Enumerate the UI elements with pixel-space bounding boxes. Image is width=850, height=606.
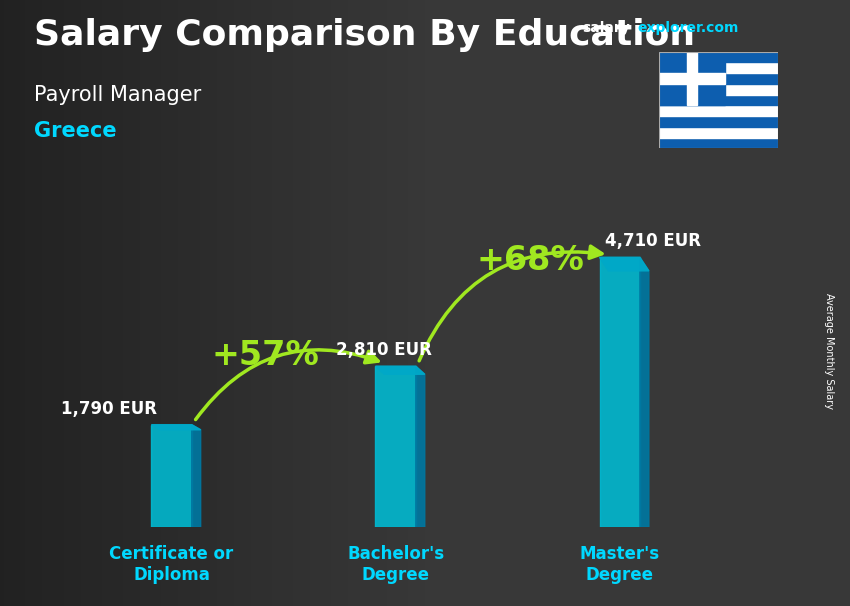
Text: 2,810 EUR: 2,810 EUR: [337, 341, 433, 359]
Text: Bachelor's
Degree: Bachelor's Degree: [347, 545, 445, 584]
Bar: [659, 52, 725, 105]
Text: salary: salary: [582, 21, 630, 35]
Text: Greece: Greece: [34, 121, 116, 141]
Text: Average Monthly Salary: Average Monthly Salary: [824, 293, 834, 410]
Polygon shape: [151, 425, 201, 430]
Polygon shape: [416, 366, 425, 527]
Bar: [151, 425, 192, 527]
Polygon shape: [640, 258, 649, 527]
Bar: [659, 62, 778, 73]
Text: Payroll Manager: Payroll Manager: [34, 85, 201, 105]
Bar: [659, 95, 778, 105]
Bar: [659, 127, 778, 138]
Polygon shape: [376, 366, 425, 375]
Bar: [659, 138, 778, 148]
Text: Master's
Degree: Master's Degree: [580, 545, 660, 584]
Bar: [659, 73, 725, 84]
Text: +57%: +57%: [212, 339, 320, 372]
Bar: [659, 73, 778, 84]
Text: Salary Comparison By Education: Salary Comparison By Education: [34, 18, 695, 52]
Text: +68%: +68%: [476, 244, 584, 277]
Bar: [376, 366, 416, 527]
Text: Certificate or
Diploma: Certificate or Diploma: [110, 545, 234, 584]
Bar: [659, 84, 778, 95]
Bar: [659, 116, 778, 127]
Polygon shape: [192, 425, 201, 527]
Bar: [687, 52, 697, 105]
Text: 4,710 EUR: 4,710 EUR: [605, 233, 701, 250]
Bar: [659, 52, 778, 62]
Text: 1,790 EUR: 1,790 EUR: [61, 400, 156, 418]
Bar: [659, 105, 778, 116]
Polygon shape: [599, 258, 649, 271]
Bar: [599, 258, 640, 527]
Text: explorer.com: explorer.com: [638, 21, 739, 35]
